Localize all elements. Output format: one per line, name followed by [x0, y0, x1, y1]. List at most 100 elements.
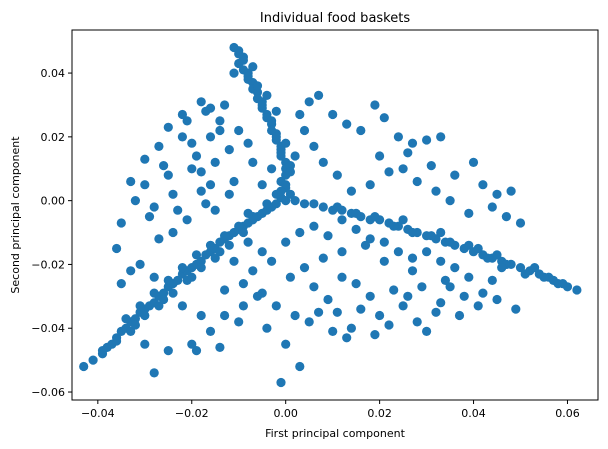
data-point [238, 301, 248, 311]
data-point [398, 301, 408, 311]
data-point [464, 240, 474, 250]
y-tick-label: 0.02 [41, 131, 66, 144]
data-point [318, 157, 328, 167]
data-point [243, 237, 253, 247]
data-point [332, 170, 342, 180]
data-point [234, 49, 244, 59]
data-point [487, 275, 497, 285]
data-point [379, 256, 389, 266]
data-point [436, 298, 446, 308]
data-point [140, 154, 150, 164]
data-point [234, 125, 244, 136]
data-point [492, 294, 502, 305]
data-point [473, 301, 483, 311]
data-point [130, 314, 140, 324]
data-point [168, 227, 178, 238]
data-point [304, 97, 314, 107]
data-point [135, 259, 145, 269]
data-point [271, 106, 281, 116]
data-point [356, 125, 366, 136]
data-point [276, 186, 286, 196]
data-point [191, 250, 202, 260]
data-point [422, 135, 432, 145]
plot-frame [71, 29, 599, 401]
data-point [379, 113, 389, 123]
data-point [407, 266, 418, 276]
data-point [191, 346, 202, 356]
data-point [116, 218, 126, 228]
data-point [276, 148, 286, 158]
data-point [309, 221, 319, 231]
data-point [299, 199, 310, 209]
data-point [224, 145, 234, 155]
data-point [426, 231, 436, 241]
data-point [159, 161, 169, 171]
data-point [163, 346, 173, 356]
data-point [365, 291, 375, 301]
data-point [187, 164, 197, 174]
data-point [497, 263, 507, 273]
data-point [285, 167, 295, 177]
data-point [360, 240, 371, 250]
data-point [196, 256, 206, 266]
data-point [403, 291, 413, 301]
data-point [243, 208, 253, 218]
data-point [262, 323, 272, 333]
data-point [252, 291, 263, 301]
y-tick-label: 0.04 [41, 67, 66, 80]
data-point [159, 288, 169, 298]
data-point [318, 253, 328, 263]
data-point [492, 250, 502, 260]
data-point [215, 342, 225, 352]
data-point [445, 237, 455, 247]
data-point [328, 109, 338, 120]
data-point [337, 247, 347, 257]
data-point [370, 330, 380, 340]
data-point [149, 288, 159, 298]
data-point [389, 221, 399, 231]
data-point [224, 240, 234, 250]
data-point [140, 310, 150, 321]
data-point [220, 100, 230, 110]
data-point [88, 355, 98, 365]
data-point [79, 361, 89, 372]
data-point [473, 243, 483, 254]
data-point [205, 103, 216, 113]
data-point [121, 314, 131, 324]
data-point [196, 97, 206, 107]
data-point [210, 205, 220, 215]
data-point [511, 304, 521, 314]
data-point [436, 132, 446, 142]
data-point [309, 282, 319, 292]
data-point [375, 151, 385, 161]
data-point [257, 180, 267, 190]
data-point [558, 279, 568, 289]
data-point [384, 167, 394, 177]
data-point [530, 263, 540, 273]
data-point [281, 237, 291, 247]
data-point [304, 317, 314, 327]
data-point [140, 339, 150, 349]
data-point [149, 202, 159, 212]
data-point [403, 148, 413, 158]
data-point [187, 138, 197, 148]
data-point [262, 199, 272, 209]
data-point [257, 100, 267, 110]
data-point [285, 189, 295, 199]
data-point [271, 199, 281, 209]
data-point [154, 234, 164, 244]
data-point [126, 326, 136, 336]
data-point [196, 167, 206, 177]
data-point [267, 116, 277, 126]
data-point [252, 81, 263, 91]
data-point [422, 326, 432, 336]
data-point [229, 176, 239, 187]
data-point [445, 196, 455, 206]
data-point [299, 125, 310, 136]
data-point [144, 212, 155, 222]
data-point [351, 208, 361, 218]
x-axis-label: First principal component [265, 427, 405, 440]
x-tick-label: −0.04 [81, 407, 115, 420]
data-point [389, 285, 399, 295]
